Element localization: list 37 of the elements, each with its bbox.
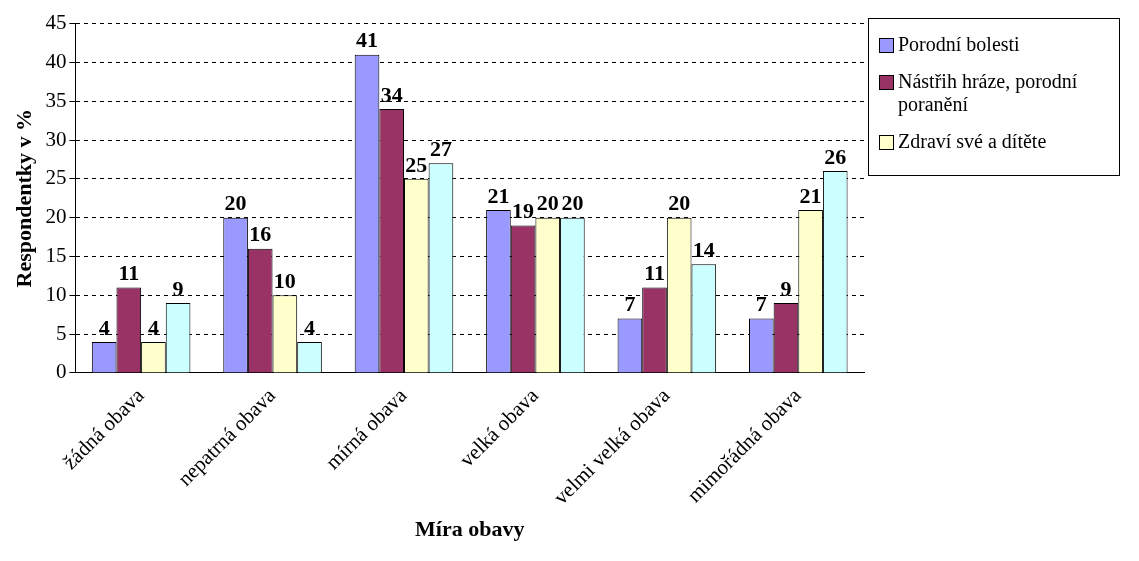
- y-tick-label: 45: [45, 10, 67, 35]
- y-tick-label: 15: [45, 243, 67, 267]
- data-label: 11: [118, 260, 140, 286]
- data-label: 7: [624, 291, 636, 317]
- data-label: 20: [561, 190, 584, 216]
- data-label: 20: [668, 190, 691, 216]
- data-label: 21: [799, 182, 822, 208]
- data-label: 9: [172, 275, 184, 301]
- y-tick-label: 40: [45, 48, 67, 73]
- data-label: 9: [780, 275, 792, 301]
- data-label: 11: [644, 260, 665, 286]
- y-axis-title: Respondentky v %: [10, 109, 36, 288]
- legend-label: Zdraví své a dítěte: [898, 130, 1047, 153]
- data-label: 20: [536, 190, 559, 216]
- y-tick-label: 30: [45, 126, 67, 151]
- data-label: 21: [487, 182, 510, 208]
- data-label: 20: [224, 190, 247, 216]
- legend-label: Porodní bolesti: [898, 33, 1020, 56]
- data-label: 34: [380, 81, 403, 107]
- y-tick-label: 5: [55, 320, 67, 345]
- data-label: 26: [824, 143, 847, 169]
- data-label: 4: [147, 314, 159, 340]
- data-label: 16: [249, 221, 272, 247]
- x-axis-title: Míra obavy: [415, 516, 525, 542]
- data-label: 27: [429, 136, 452, 162]
- y-tick-label: 25: [45, 165, 67, 190]
- y-tick-label: 20: [45, 204, 67, 229]
- data-label: 25: [405, 151, 428, 177]
- data-label: 41: [356, 27, 379, 53]
- y-tick-label: 0: [55, 359, 67, 384]
- y-tick-label: 35: [45, 87, 67, 112]
- data-label: 4: [98, 314, 110, 340]
- data-label: 7: [755, 291, 767, 317]
- data-label: 4: [304, 314, 316, 340]
- y-tick-label: 10: [45, 281, 67, 306]
- data-label: 10: [273, 267, 296, 293]
- legend-label: Nástřih hráze, porodní poranění: [898, 70, 1079, 116]
